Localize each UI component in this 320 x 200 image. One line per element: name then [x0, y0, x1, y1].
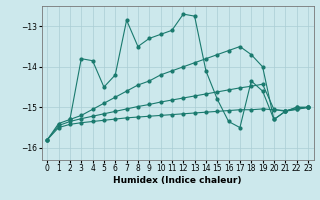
X-axis label: Humidex (Indice chaleur): Humidex (Indice chaleur): [113, 176, 242, 185]
